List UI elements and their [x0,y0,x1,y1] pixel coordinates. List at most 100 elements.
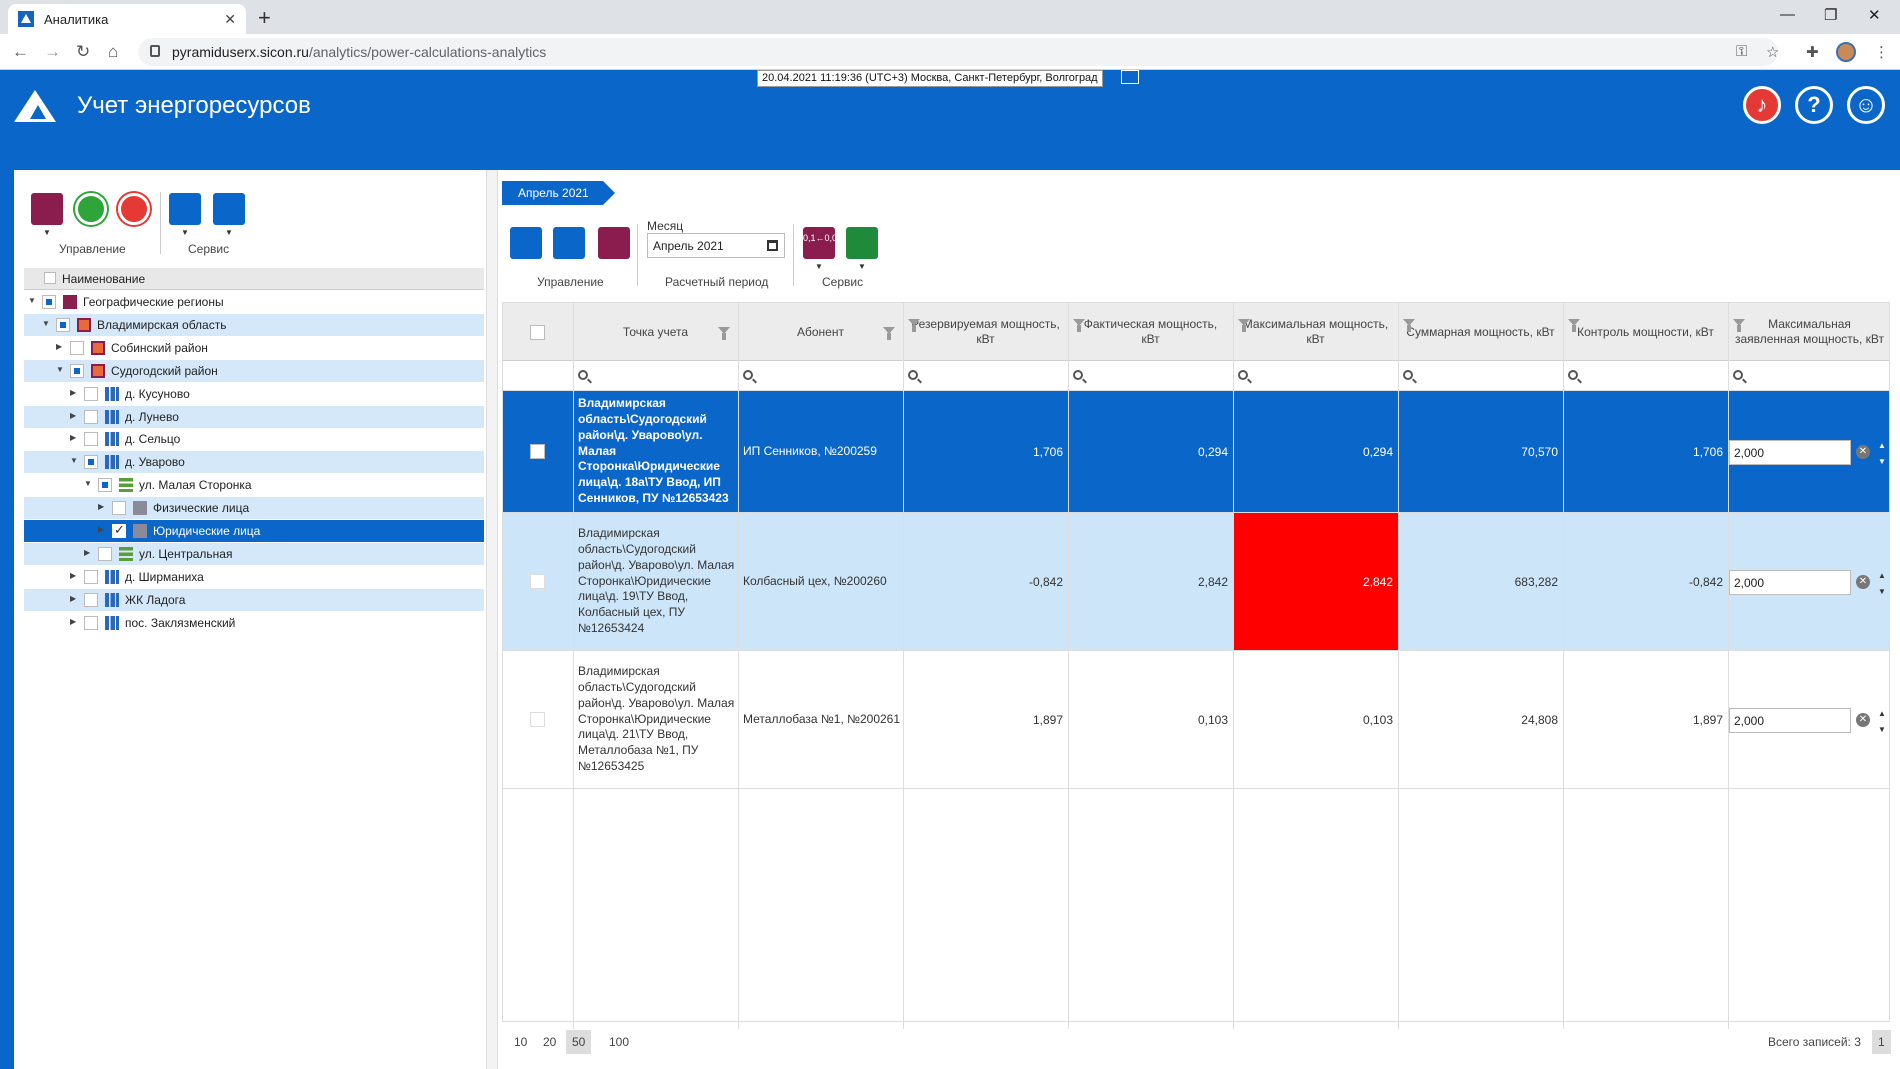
column-header-reserved[interactable]: Резервируемая мощность, кВт [903,303,1068,361]
table-row[interactable]: Владимирская область\Судогодский район\д… [503,513,1889,651]
tree-node-shirmanikha[interactable]: ▶ д. Ширманиха [24,566,484,588]
tree-node-checkbox[interactable] [70,363,84,378]
tree-node-checkbox[interactable] [84,615,98,630]
fast-forward-button[interactable] [553,227,585,259]
excel-export-button[interactable] [846,227,878,259]
column-header-control[interactable]: Контроль мощности, кВт [1563,303,1728,361]
collapse-arrow-icon[interactable]: ▼ [42,318,50,328]
expand-arrow-icon[interactable]: ▶ [70,387,77,397]
new-tab-icon[interactable]: + [258,5,271,30]
tree-node-legal-entities[interactable]: ▶ Юридические лица [24,520,484,542]
table-row[interactable]: Владимирская область\Судогодский район\д… [503,651,1889,789]
tree-node-zaklyazmensky[interactable]: ▶ пос. Заклязменский [24,612,484,634]
expand-arrow-icon[interactable]: ▶ [98,502,105,512]
notification-bell-icon[interactable]: ♪ [1743,86,1781,124]
rounding-button[interactable]: 0,1←0,001 [803,227,847,259]
tree-node-individuals[interactable]: ▶ Физические лица [24,497,484,520]
tree-node-geo-regions[interactable]: ▼ Географические регионы [24,291,484,313]
column-header-point[interactable]: Точка учета [573,303,738,361]
browser-tab[interactable]: Аналитика ✕ [8,4,246,34]
folder-dropdown-icon[interactable]: ▼ [43,228,51,237]
collapse-arrow-icon[interactable]: ▼ [56,364,64,374]
rounding-dropdown-icon[interactable]: ▼ [815,262,823,271]
column-header-max[interactable]: Максимальная мощность, кВт [1233,303,1398,361]
collapse-header-icon[interactable] [1121,70,1139,84]
minimize-icon[interactable]: — [1780,6,1795,23]
tree-node-checkbox[interactable] [84,386,98,401]
avatar[interactable] [1836,42,1856,62]
star-icon[interactable]: ☆ [1766,44,1780,61]
menu-item-directories[interactable]: Справочники [333,210,412,225]
expand-arrow-icon[interactable]: ▶ [84,547,91,557]
menu-item-system[interactable]: Система [1184,210,1237,225]
tree-select-all-checkbox[interactable] [44,272,56,284]
filter-search-icon[interactable] [1733,370,1743,380]
filter-dropdown-icon[interactable]: ▼ [181,228,189,237]
expand-arrow-icon[interactable]: ▶ [70,410,77,420]
clear-icon[interactable]: ✕ [1856,713,1870,727]
tree-node-zhk-ladoga[interactable]: ▶ ЖК Ладога [24,588,484,611]
column-filter-icon[interactable] [1403,319,1415,332]
tree-node-checkbox[interactable] [112,501,126,516]
search-button[interactable] [213,193,245,225]
tree-node-uvarovo[interactable]: ▼ д. Уварово [24,451,484,474]
month-picker[interactable]: Апрель 2021 [647,233,785,258]
maximize-icon[interactable]: ❐ [1824,7,1838,24]
tree-node-checkbox[interactable] [56,317,70,332]
tree-node-checkbox[interactable] [84,592,98,607]
menu-item-mnemonics[interactable]: Мнемосхемы [673,210,753,225]
kebab-menu-icon[interactable]: ⋮ [1874,44,1889,61]
filter-button[interactable] [169,193,201,225]
filter-search-icon[interactable] [578,370,588,380]
filter-search-icon[interactable] [1238,370,1248,380]
table-row[interactable]: Владимирская область\Судогодский район\д… [503,391,1889,513]
tree-node-checkbox[interactable] [112,522,126,538]
table-view-button[interactable] [598,227,630,259]
close-window-icon[interactable]: ✕ [1868,7,1881,24]
tree-node-sudogodsky[interactable]: ▼ Судогодский район [24,359,484,382]
tree-node-checkbox[interactable] [98,478,112,493]
expand-arrow-icon[interactable]: ▶ [56,341,63,351]
row-checkbox[interactable] [530,712,545,727]
help-icon[interactable]: ? [1795,86,1833,124]
excel-dropdown-icon[interactable]: ▼ [858,262,866,271]
expand-arrow-icon[interactable]: ▶ [70,593,77,603]
back-icon[interactable]: ← [12,42,29,61]
tree-node-checkbox[interactable] [70,340,84,355]
page-button-1[interactable]: 1 [1872,1030,1891,1054]
row-checkbox[interactable] [530,444,545,459]
column-filter-icon[interactable] [908,319,920,332]
menu-item-analytics[interactable]: Аналитика [862,210,927,233]
column-filter-icon[interactable] [1073,319,1085,332]
tree-node-checkbox[interactable] [84,569,98,584]
column-header-total[interactable]: Суммарная мощность, кВт [1398,303,1563,361]
menu-item-tools[interactable]: Инструменты [512,210,594,225]
tree-node-checkbox[interactable] [84,409,98,424]
accessibility-icon[interactable]: ☺ [1847,86,1885,124]
collapse-arrow-icon[interactable]: ▼ [28,296,36,305]
column-filter-icon[interactable] [883,327,895,340]
key-icon[interactable]: ⚿ [1736,43,1748,60]
column-filter-icon[interactable] [718,327,730,340]
tree-node-vladimir-region[interactable]: ▼ Владимирская область [24,313,484,336]
column-filter-icon[interactable] [1568,319,1580,332]
column-filter-icon[interactable] [1238,319,1250,332]
tree-node-checkbox[interactable] [98,546,112,561]
filter-search-icon[interactable] [1403,370,1413,380]
menu-item-users-roles[interactable]: Пользователи и роли [944,210,1073,225]
page-size-20[interactable]: 20 [543,1035,557,1049]
refresh-button[interactable] [510,227,542,259]
stepper-icon[interactable]: ▲ ▼ [1878,709,1886,734]
tree-node-sobinsky[interactable]: ▶ Собинский район [24,337,484,359]
home-icon[interactable]: ⌂ [108,42,119,61]
column-header-actual[interactable]: Фактическая мощность, кВт [1068,303,1233,361]
filter-search-icon[interactable] [743,370,753,380]
menu-item-structure[interactable]: Структура [433,210,495,225]
filter-search-icon[interactable] [1073,370,1083,380]
folder-button[interactable] [31,193,63,225]
column-filter-icon[interactable] [1733,319,1745,332]
tree-node-checkbox[interactable] [84,455,98,470]
expand-arrow-icon[interactable]: ▶ [70,616,77,626]
hamburger-icon[interactable] [14,214,30,228]
tree-node-malaya-storonka[interactable]: ▼ ул. Малая Сторонка [24,474,484,496]
